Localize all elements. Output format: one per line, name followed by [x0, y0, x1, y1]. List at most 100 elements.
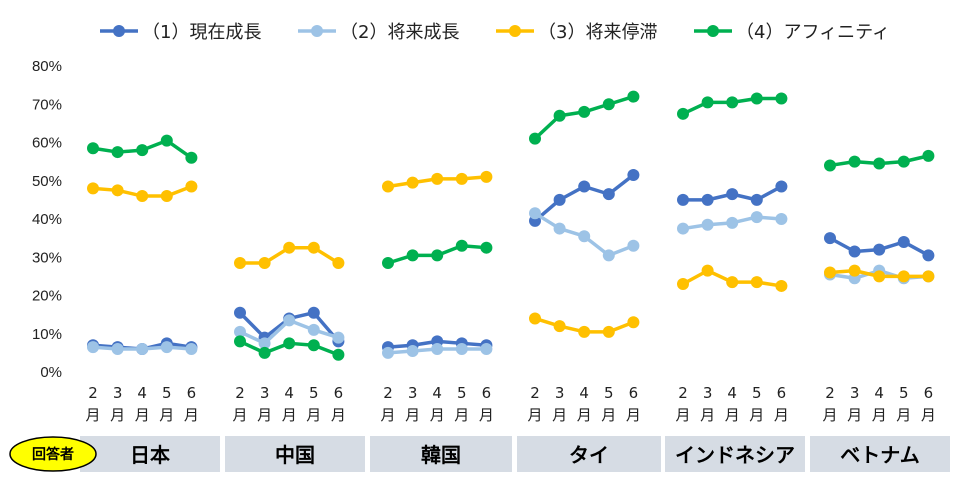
x-month-number: 5 — [162, 384, 172, 402]
x-month-unit: 月 — [479, 406, 494, 424]
y-tick-label: 0% — [40, 364, 62, 381]
x-month-unit: 月 — [430, 406, 445, 424]
series-3 — [87, 170, 935, 338]
x-month-unit: 月 — [454, 406, 469, 424]
data-point — [283, 241, 296, 254]
data-point — [824, 232, 836, 245]
data-point — [529, 312, 541, 325]
data-point — [406, 249, 419, 262]
x-month-unit: 月 — [110, 406, 125, 424]
legend-label: （2）将来成長 — [340, 22, 459, 43]
x-month-unit: 月 — [921, 406, 936, 424]
x-month-number: 5 — [604, 384, 614, 402]
x-month-number: 2 — [88, 384, 98, 402]
data-point — [111, 343, 124, 356]
y-tick-label: 20% — [32, 288, 62, 305]
legend-marker — [113, 25, 125, 37]
data-point — [307, 306, 320, 319]
y-tick-label: 80% — [32, 58, 62, 75]
data-point — [750, 193, 763, 206]
x-month-number: 4 — [137, 384, 147, 402]
x-month-unit: 月 — [872, 406, 887, 424]
data-point — [136, 343, 149, 356]
data-point — [382, 346, 394, 359]
x-month-number: 3 — [408, 384, 418, 402]
data-point — [848, 155, 861, 168]
data-point — [677, 222, 689, 235]
legend-item: （1）現在成長 — [100, 22, 261, 43]
country-box — [665, 436, 805, 472]
data-point — [382, 180, 394, 193]
data-point — [602, 98, 615, 111]
data-point — [406, 176, 419, 189]
data-point — [677, 193, 689, 206]
x-month-unit: 月 — [552, 406, 567, 424]
data-point — [455, 172, 468, 185]
data-point — [431, 172, 444, 185]
y-axis: 0% 10% 20% 30% 40% 50% 60% 70% 80% — [32, 58, 62, 381]
data-point — [480, 343, 493, 356]
legend-item: （3）将来停滞 — [496, 22, 657, 43]
x-month-unit: 月 — [306, 406, 321, 424]
x-month-number: 6 — [777, 384, 787, 402]
data-point — [602, 188, 615, 201]
series-layer — [87, 90, 935, 361]
data-point — [578, 325, 591, 338]
data-point — [431, 343, 444, 356]
badge-oval — [9, 436, 97, 472]
data-point — [553, 320, 566, 333]
data-point — [87, 341, 99, 354]
legend-item: （4）アフィニティ — [694, 22, 890, 43]
x-month-unit: 月 — [896, 406, 911, 424]
x-month-number: 2 — [235, 384, 245, 402]
data-point — [578, 180, 591, 193]
data-point — [553, 109, 566, 122]
x-month-unit: 月 — [577, 406, 592, 424]
x-month-unit: 月 — [380, 406, 395, 424]
data-point — [627, 239, 640, 252]
x-month-unit: 月 — [232, 406, 247, 424]
x-month-unit: 月 — [700, 406, 715, 424]
x-month-number: 6 — [924, 384, 934, 402]
country-box — [517, 436, 661, 472]
data-point — [160, 341, 173, 354]
legend-label: （1）現在成長 — [142, 22, 261, 43]
data-point — [775, 180, 788, 193]
data-point — [431, 249, 444, 262]
y-tick-label: 40% — [32, 211, 62, 228]
x-month-number: 4 — [727, 384, 737, 402]
data-point — [160, 190, 173, 203]
data-point — [824, 266, 836, 279]
data-point — [897, 155, 910, 168]
data-point — [848, 264, 861, 277]
country-label: ベトナム — [840, 443, 919, 467]
data-point — [726, 96, 739, 109]
x-month-unit: 月 — [331, 406, 346, 424]
data-point — [750, 92, 763, 105]
y-tick-label: 10% — [32, 326, 62, 343]
data-point — [136, 190, 149, 203]
country-label: インドネシア — [675, 443, 795, 467]
data-point — [873, 157, 886, 170]
data-point — [922, 249, 935, 262]
data-point — [726, 188, 739, 201]
x-month-number: 2 — [825, 384, 835, 402]
data-point — [382, 256, 394, 269]
data-point — [283, 314, 296, 327]
data-point — [602, 249, 615, 262]
data-point — [332, 256, 345, 269]
data-point — [234, 335, 246, 348]
x-month-number: 6 — [334, 384, 344, 402]
data-point — [529, 207, 541, 220]
x-month-number: 2 — [530, 384, 540, 402]
data-point — [185, 343, 198, 356]
x-month-unit: 月 — [135, 406, 150, 424]
data-point — [602, 325, 615, 338]
data-point — [897, 270, 910, 283]
country-box — [370, 436, 512, 472]
country-box — [225, 436, 365, 472]
country-label: 日本 — [130, 443, 170, 467]
data-point — [873, 243, 886, 256]
country-group-labels: 日本 中国 韓国 タイ インドネシア ベトナム — [80, 436, 950, 472]
